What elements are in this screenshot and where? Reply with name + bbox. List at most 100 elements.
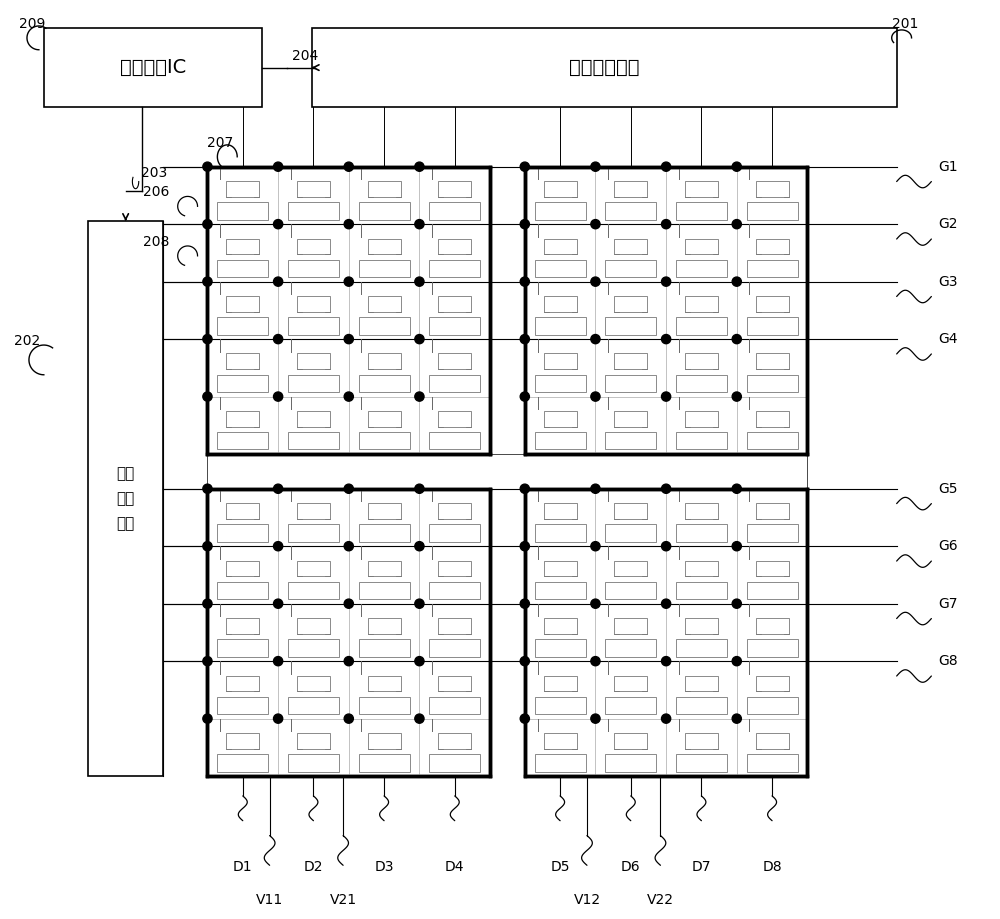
Bar	[429, 432, 480, 449]
Bar	[297, 354, 330, 369]
Bar	[544, 181, 577, 197]
Bar	[685, 296, 718, 312]
Bar	[44, 28, 262, 108]
Bar	[535, 640, 586, 656]
Circle shape	[732, 599, 741, 608]
Bar	[605, 754, 656, 772]
Text: V21: V21	[330, 893, 357, 907]
Bar	[217, 202, 268, 220]
Text: G8: G8	[938, 654, 958, 668]
Circle shape	[203, 656, 212, 665]
Circle shape	[415, 541, 424, 550]
Bar	[747, 432, 798, 449]
Text: 208: 208	[143, 235, 169, 249]
Circle shape	[520, 484, 529, 494]
Text: 源极驱动单元: 源极驱动单元	[569, 58, 639, 77]
Text: D4: D4	[445, 860, 465, 874]
Bar	[525, 166, 807, 454]
Bar	[747, 640, 798, 656]
Bar	[544, 354, 577, 369]
Text: 时序控制IC: 时序控制IC	[120, 58, 186, 77]
Bar	[605, 432, 656, 449]
Bar	[438, 239, 471, 255]
Circle shape	[274, 220, 283, 229]
Bar	[438, 618, 471, 634]
Circle shape	[591, 484, 600, 494]
Bar	[288, 640, 339, 656]
Bar	[614, 675, 647, 691]
Bar	[429, 260, 480, 277]
Bar	[438, 503, 471, 519]
Bar	[535, 432, 586, 449]
Bar	[756, 181, 789, 197]
Text: G5: G5	[938, 482, 958, 495]
Bar	[207, 166, 490, 454]
Bar	[614, 561, 647, 576]
Circle shape	[591, 599, 600, 608]
Bar	[544, 296, 577, 312]
Bar	[747, 260, 798, 277]
Circle shape	[662, 392, 671, 402]
Circle shape	[732, 335, 741, 344]
Bar	[297, 675, 330, 691]
Bar	[429, 524, 480, 541]
Bar	[217, 432, 268, 449]
Bar	[614, 296, 647, 312]
Bar	[368, 354, 401, 369]
Bar	[429, 640, 480, 656]
Bar	[226, 675, 259, 691]
Bar	[226, 354, 259, 369]
Circle shape	[203, 392, 212, 402]
Bar	[614, 181, 647, 197]
Circle shape	[415, 162, 424, 171]
Circle shape	[662, 714, 671, 723]
Bar	[525, 489, 807, 777]
Bar	[217, 582, 268, 599]
Bar	[288, 754, 339, 772]
Circle shape	[520, 541, 529, 550]
Text: 206: 206	[143, 186, 169, 199]
Circle shape	[415, 220, 424, 229]
Text: G7: G7	[938, 596, 958, 611]
Text: G2: G2	[938, 217, 958, 232]
Bar	[368, 561, 401, 576]
Bar	[605, 260, 656, 277]
Bar	[756, 411, 789, 426]
Circle shape	[591, 541, 600, 550]
Bar	[544, 675, 577, 691]
Text: D8: D8	[762, 860, 782, 874]
Bar	[605, 317, 656, 335]
Circle shape	[591, 277, 600, 286]
Bar	[756, 354, 789, 369]
Bar	[756, 618, 789, 634]
Text: 201: 201	[892, 17, 918, 31]
Circle shape	[203, 599, 212, 608]
Bar	[297, 733, 330, 749]
Bar	[544, 503, 577, 519]
Circle shape	[591, 656, 600, 665]
Bar	[756, 675, 789, 691]
Bar	[676, 317, 727, 335]
Bar	[756, 503, 789, 519]
Bar	[217, 524, 268, 541]
Bar	[429, 202, 480, 220]
Bar	[605, 582, 656, 599]
Bar	[535, 697, 586, 714]
Circle shape	[591, 714, 600, 723]
Bar	[544, 618, 577, 634]
Bar	[438, 181, 471, 197]
Circle shape	[203, 484, 212, 494]
Circle shape	[520, 599, 529, 608]
Bar	[438, 354, 471, 369]
Bar	[676, 582, 727, 599]
Circle shape	[344, 484, 353, 494]
Circle shape	[274, 277, 283, 286]
Bar	[685, 675, 718, 691]
Bar	[676, 260, 727, 277]
Bar	[544, 411, 577, 426]
Bar	[297, 296, 330, 312]
Bar	[535, 202, 586, 220]
Bar	[359, 432, 410, 449]
Circle shape	[415, 714, 424, 723]
Bar	[747, 524, 798, 541]
